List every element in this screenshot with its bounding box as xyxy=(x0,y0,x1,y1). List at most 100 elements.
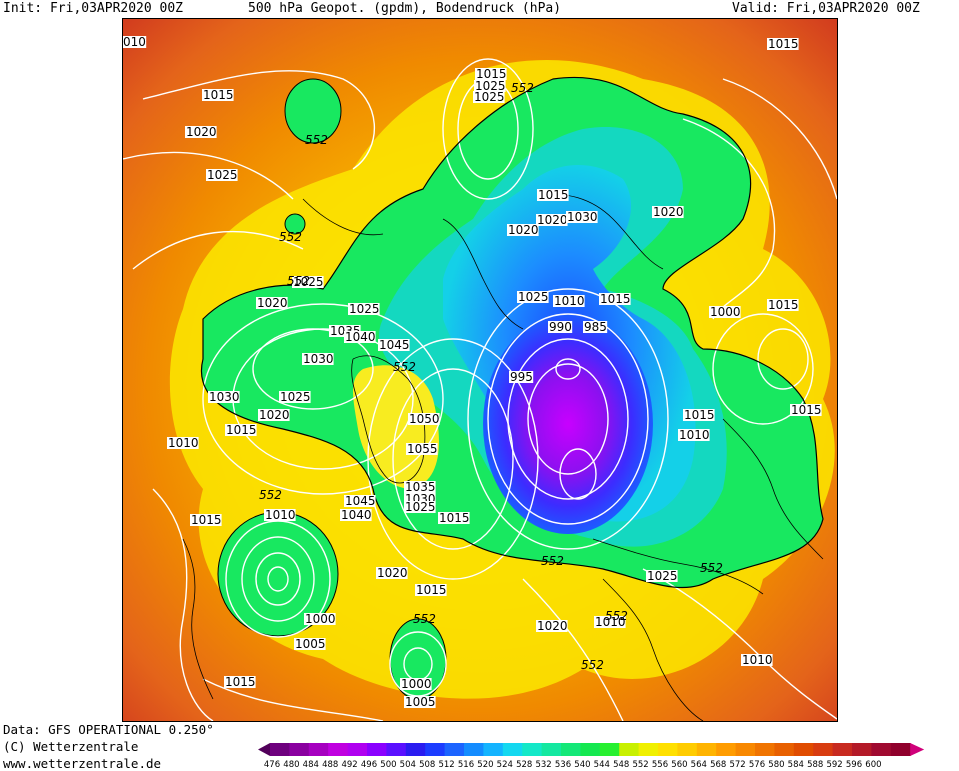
scale-tick-label: 580 xyxy=(768,760,784,770)
scale-tick-label: 484 xyxy=(303,760,319,770)
pressure-label: 1030 xyxy=(566,210,598,224)
pressure-label-text: 1025 xyxy=(349,302,380,316)
pressure-label-text: 1025 xyxy=(475,79,506,93)
pressure-label: 1015 xyxy=(683,408,715,422)
contour-552 xyxy=(200,76,824,589)
pressure-label-bg xyxy=(678,429,710,441)
pressure-label-bg xyxy=(741,654,773,666)
pressure-label-text: 1030 xyxy=(567,210,598,224)
height-label: 552 xyxy=(393,360,416,374)
pressure-label: 1015 xyxy=(202,88,234,102)
website-link[interactable]: www.wetterzentrale.de xyxy=(3,756,162,771)
scale-swatch xyxy=(502,743,523,756)
pressure-label-bg xyxy=(404,481,436,493)
scale-tick-label: 524 xyxy=(497,760,513,770)
scale-swatch xyxy=(852,743,872,756)
color-scale: 476 480 484 488 492 496 500 504 508 512 516 520 524 5… xyxy=(258,743,925,770)
pressure-label-text: 1045 xyxy=(379,338,410,352)
pressure-label: 1020 xyxy=(185,125,217,139)
pressure-label-bg xyxy=(202,89,234,101)
pressure-label-text: 1010 xyxy=(554,294,585,308)
pressure-label: 1020 xyxy=(536,213,568,227)
map-labels: 0101015101510201025102510201025103510401… xyxy=(123,35,822,709)
scale-tick-label: 516 xyxy=(458,760,474,770)
pressure-label: 1015 xyxy=(415,583,447,597)
pressure-label-bg xyxy=(348,303,380,315)
pressure-label-bg xyxy=(553,295,585,307)
scale-swatch xyxy=(890,743,911,756)
scale-swatch xyxy=(813,743,834,756)
scale-swatch xyxy=(347,743,368,756)
pressure-label-text: 1020 xyxy=(259,408,290,422)
pressure-label-text: 1025 xyxy=(207,168,238,182)
pressure-label-text: 1020 xyxy=(537,619,568,633)
pressure-label-bg xyxy=(404,501,436,513)
pressure-contours xyxy=(123,58,837,721)
height-label: 552 xyxy=(287,274,310,288)
pressure-label-text: 1015 xyxy=(476,67,507,81)
pressure-label-bg xyxy=(536,214,568,226)
pressure-label-bg xyxy=(378,339,410,351)
pressure-label-text: 1010 xyxy=(742,653,773,667)
pressure-label-text: 1000 xyxy=(305,612,336,626)
scale-swatch xyxy=(638,743,659,756)
height-label: 552 xyxy=(413,612,436,626)
pressure-label-text: 1025 xyxy=(518,290,549,304)
pressure-label: 1040 xyxy=(340,508,372,522)
weather-map[interactable]: 0101015101510201025102510201025103510401… xyxy=(122,18,838,722)
pressure-label-bg xyxy=(167,437,199,449)
pressure-label: 1015 xyxy=(767,298,799,312)
pressure-label-bg xyxy=(279,391,311,403)
pressure-label-bg xyxy=(548,321,573,333)
pressure-label: 1000 xyxy=(304,612,336,626)
pressure-label-text: 995 xyxy=(510,370,533,384)
scale-tick-label: 536 xyxy=(555,760,571,770)
scale-swatch xyxy=(405,743,426,756)
pressure-label: 1020 xyxy=(507,223,539,237)
scale-tick-label: 576 xyxy=(749,760,765,770)
scale-tick-label: 572 xyxy=(729,760,745,770)
pressure-label-bg xyxy=(408,413,440,425)
scale-tick-label: 476 xyxy=(264,760,280,770)
pressure-label-bg xyxy=(536,620,568,632)
pressure-label-bg xyxy=(344,495,376,507)
height-label: 552 xyxy=(700,561,723,575)
scale-swatch xyxy=(716,743,737,756)
pressure-label: 1010 xyxy=(264,508,296,522)
pressure-label-text: 1055 xyxy=(407,442,438,456)
pressure-label-text: 990 xyxy=(549,320,572,334)
pressure-label: 1010 xyxy=(678,428,710,442)
pressure-label-bg xyxy=(475,68,507,80)
height-label: 552 xyxy=(511,81,534,95)
pressure-label-text: 1000 xyxy=(401,677,432,691)
copyright: (C) Wetterzentrale xyxy=(3,739,139,754)
scale-tick-label: 600 xyxy=(865,760,881,770)
pressure-label-text: 1005 xyxy=(405,695,436,709)
scale-swatch xyxy=(871,743,892,756)
scale-swatch xyxy=(289,743,310,756)
pressure-label-bg xyxy=(208,391,240,403)
pressure-label-text: 1030 xyxy=(209,390,240,404)
height-label: 552 xyxy=(279,230,302,244)
pressure-label-bg xyxy=(256,297,288,309)
pressure-label-bg xyxy=(206,169,238,181)
pressure-label-bg xyxy=(537,189,569,201)
scale-swatch xyxy=(308,743,329,756)
pressure-label: 995 xyxy=(509,370,534,384)
pressure-label-bg xyxy=(473,91,505,103)
pressure-label: 1015 xyxy=(225,423,257,437)
pressure-label-text: 1015 xyxy=(439,511,470,525)
scale-tick-label: 508 xyxy=(419,760,435,770)
pressure-label-bg xyxy=(474,80,506,92)
pressure-label-text: 1020 xyxy=(186,125,217,139)
pressure-label-bg xyxy=(566,211,598,223)
pressure-label-bg xyxy=(767,38,799,50)
height-label: 552 xyxy=(541,554,564,568)
pressure-label-bg xyxy=(599,293,631,305)
scale-swatch xyxy=(735,743,756,756)
pressure-label: 990 xyxy=(548,320,573,334)
pressure-label-text: 1020 xyxy=(508,223,539,237)
pressure-label-text: 1020 xyxy=(653,205,684,219)
pressure-label: 1040 xyxy=(344,330,376,344)
scale-tick-label: 560 xyxy=(671,760,687,770)
